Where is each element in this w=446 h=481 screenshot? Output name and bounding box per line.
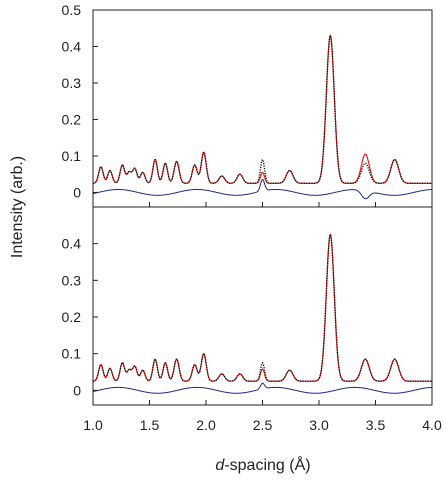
- y-tick-label: 0.3: [62, 272, 82, 288]
- observed-curve: [92, 33, 432, 184]
- x-tick-label: 1.0: [83, 417, 103, 433]
- y-tick-label: 0.4: [62, 236, 82, 252]
- x-tick-label: 3.0: [309, 417, 329, 433]
- y-tick-label: 0.4: [62, 38, 82, 54]
- y-tick-label: 0: [73, 382, 81, 398]
- x-tick-label: 2.5: [253, 417, 273, 433]
- calculated-curve: [92, 34, 432, 184]
- panel-bottom: 0 0.1 0.2 0.3 0.4 1.0 1.5 2.0 2.5 3.0 3.5 4.0: [62, 206, 442, 433]
- observed-curve: [92, 232, 432, 382]
- y-tick-label: 0.3: [62, 75, 82, 91]
- y-tick-label: 0.1: [62, 346, 82, 362]
- x-axis-label-italic: d: [215, 457, 225, 474]
- x-axis-label: d-spacing (Å): [215, 455, 310, 474]
- plot-frame: [92, 9, 433, 208]
- x-tick-label: 3.5: [366, 417, 386, 433]
- difference-curve: [92, 382, 433, 394]
- plot-frame: [92, 206, 433, 406]
- difference-curve: [92, 178, 433, 200]
- x-tick-label: 2.0: [196, 417, 216, 433]
- y-tick-label: 0.2: [62, 309, 82, 325]
- panel-top: 0 0.1 0.2 0.3 0.4 0.5: [62, 2, 433, 208]
- y-tick-label: 0: [73, 184, 81, 200]
- y-tick-label: 0.2: [62, 111, 82, 127]
- x-axis-label-rest: -spacing (Å): [224, 455, 310, 474]
- y-tick-label: 0.1: [62, 148, 82, 164]
- y-tick-label: 0.5: [62, 2, 82, 18]
- calculated-curve: [92, 232, 432, 382]
- x-tick-label: 1.5: [140, 417, 160, 433]
- x-tick-label: 4.0: [422, 417, 442, 433]
- y-axis-label: Intensity (arb.): [9, 156, 26, 258]
